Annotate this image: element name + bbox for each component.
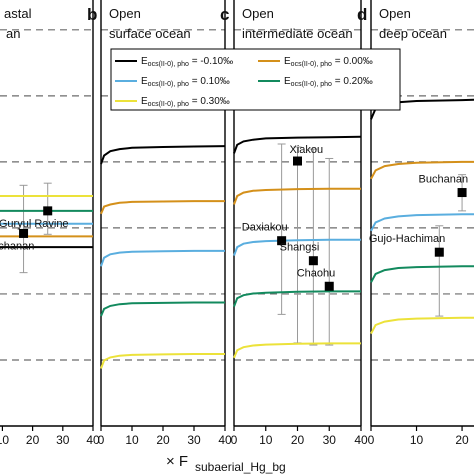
series-line (100, 353, 225, 369)
x-tick-label: 10 (125, 433, 139, 447)
panel-title-line2: deep ocean (379, 26, 447, 41)
site-marker (457, 188, 467, 198)
site-label: Chaohu (297, 267, 336, 279)
legend-box (110, 48, 401, 111)
series-line (370, 160, 474, 180)
x-tick-label: 30 (56, 433, 70, 447)
legend-label: Eocs(II-0), pho = 0.20‰ (284, 76, 373, 88)
series-line (370, 213, 474, 232)
x-tick-label: 20 (455, 433, 469, 447)
site-label: Xiakou (290, 144, 324, 156)
site-marker (308, 256, 318, 266)
x-tick-label: 0 (231, 433, 238, 447)
series-line (370, 265, 474, 283)
x-tick-label: 10 (259, 433, 273, 447)
panel-title-line1: Open (379, 6, 411, 21)
legend-label: Eocs(II-0), pho = 0.00‰ (284, 56, 373, 68)
panel-b: 0 10 20 30 40 b Open surface ocean (87, 0, 232, 447)
site-marker (324, 281, 334, 291)
x-tick-label: 40 (218, 433, 232, 447)
site-marker (434, 247, 444, 257)
series-line (100, 301, 225, 317)
x-tick-label: 20 (291, 433, 305, 447)
x-tick-label: 20 (26, 433, 40, 447)
series-line (233, 135, 362, 154)
x-axis-label: × F (166, 453, 188, 470)
site-marker (19, 228, 29, 238)
site-label: Shangsi (280, 242, 320, 254)
site-marker (277, 236, 287, 246)
panel-letter: b (87, 5, 97, 24)
site-label: Gujo-Hachiman (369, 233, 445, 245)
x-axis-label-subscript: subaerial_Hg_bg (195, 460, 286, 474)
panel-title-line1: Open (242, 6, 274, 21)
panel-letter: d (357, 5, 367, 24)
panel-c: Xiakou Daxiakou Shangsi Chaohu 0 10 20 30 40 c Ope… (220, 0, 368, 447)
legend: Eocs(II-0), pho = -0.10‰ Eocs(II-0), pho … (110, 48, 401, 111)
x-tick-label: 10 (0, 433, 9, 447)
series-line (100, 200, 225, 215)
series-line (233, 238, 361, 256)
panel-title-line2: an (6, 26, 20, 41)
series-line (233, 342, 361, 359)
series-line (100, 249, 225, 267)
legend-label: Eocs(II-0), pho = 0.10‰ (141, 76, 230, 88)
x-tick-label: 10 (410, 433, 424, 447)
series-line (100, 145, 226, 165)
x-tick-label: 0 (98, 433, 105, 447)
site-marker (293, 156, 302, 166)
panel-letter: c (220, 5, 229, 24)
panel-a: Guryul Ravine Buchanan 10 20 30 40 astal an (0, 0, 100, 447)
x-tick-label: 30 (323, 433, 337, 447)
x-tick-label: 40 (354, 433, 368, 447)
x-tick-label: 30 (187, 433, 201, 447)
x-tick-label: 20 (156, 433, 170, 447)
x-tick-label: 0 (368, 433, 375, 447)
x-tick-label: 40 (86, 433, 100, 447)
site-label: Daxiakou (242, 222, 288, 234)
series-line (233, 290, 361, 308)
panel-title-line2: surface ocean (109, 26, 191, 41)
panel-title-line1: astal (4, 6, 32, 21)
site-label: Buchanan (419, 174, 469, 186)
site-label: Buchanan (0, 240, 34, 252)
series-line (370, 316, 474, 335)
panel-title-line1: Open (109, 6, 141, 21)
legend-label: Eocs(II-0), pho = 0.30‰ (141, 96, 230, 108)
series-line (233, 187, 361, 205)
site-marker (43, 206, 53, 216)
site-label: Guryul Ravine (0, 218, 69, 230)
legend-label: Eocs(II-0), pho = -0.10‰ (141, 56, 233, 68)
panel-title-line2: intermediate ocean (242, 26, 353, 41)
